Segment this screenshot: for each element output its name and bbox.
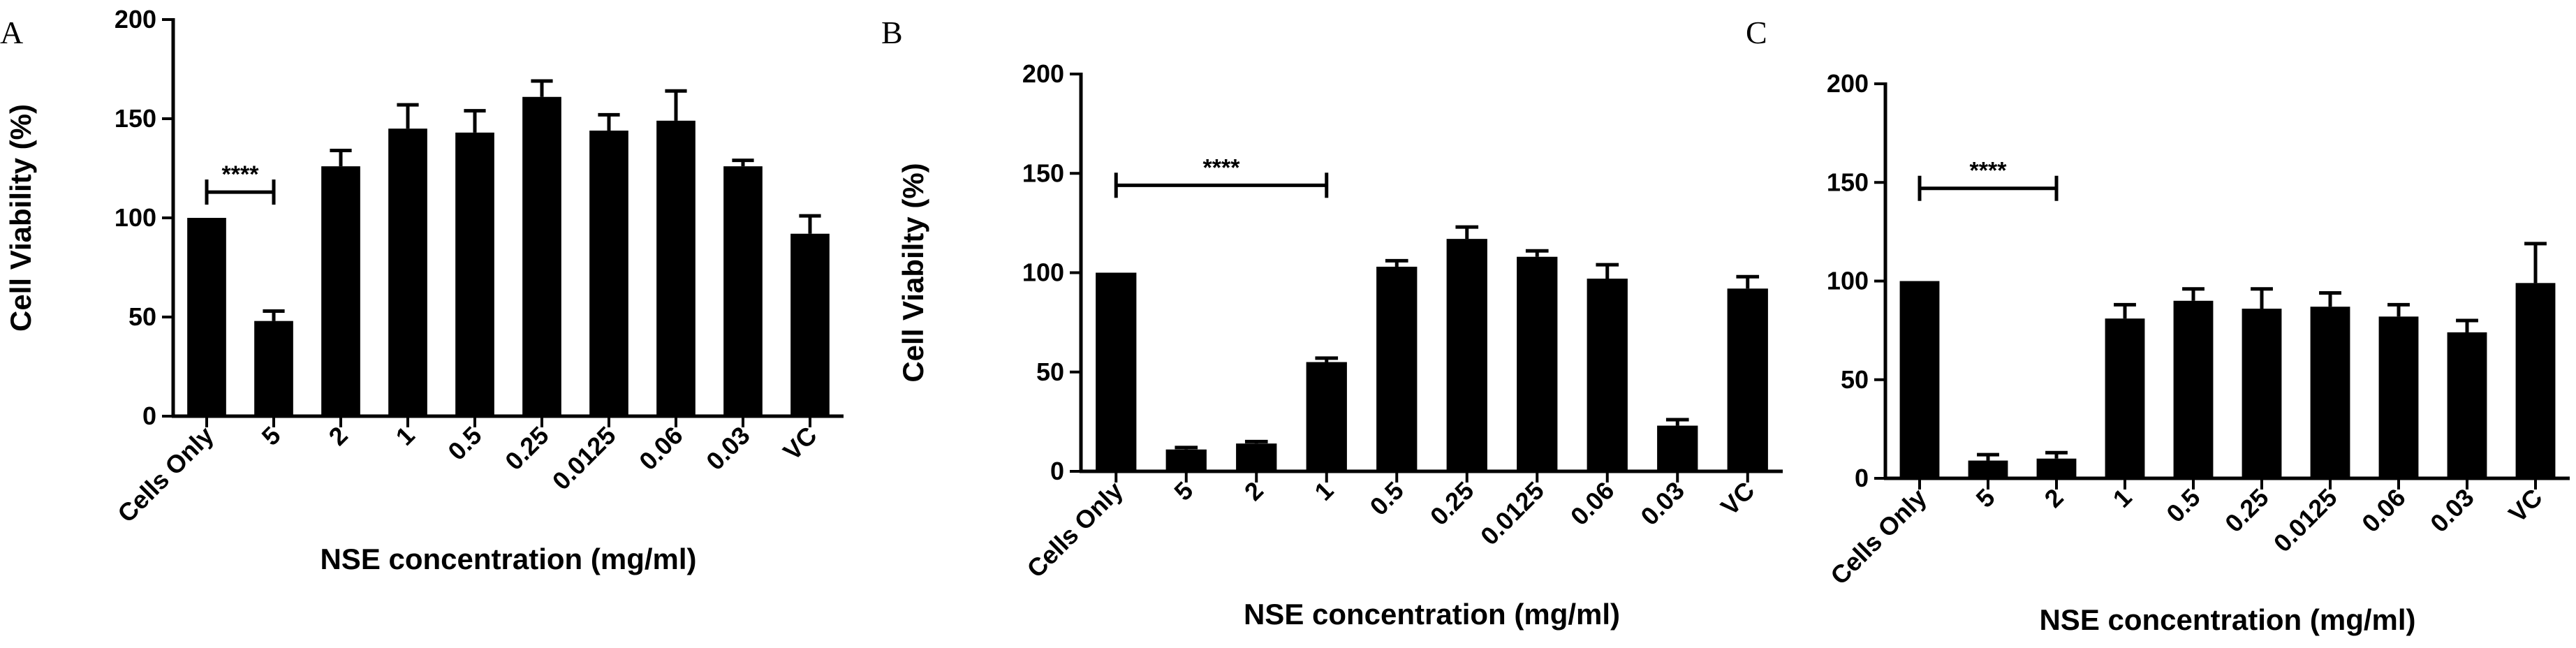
x-tick-label: 0.25 bbox=[2219, 483, 2274, 538]
x-tick-label: 0.06 bbox=[633, 421, 689, 476]
bar bbox=[2105, 318, 2145, 478]
x-axis-title: NSE concentration (mg/ml) bbox=[320, 543, 696, 575]
bar bbox=[1727, 288, 1768, 471]
x-tick-label: 5 bbox=[1971, 483, 2001, 513]
y-tick-label: 100 bbox=[115, 203, 156, 232]
bar bbox=[2515, 283, 2556, 478]
x-tick-label: 0.0125 bbox=[1475, 476, 1550, 551]
x-tick-label: 2 bbox=[323, 421, 353, 451]
bar bbox=[2242, 309, 2282, 478]
x-tick-label: 0.0125 bbox=[547, 421, 621, 496]
significance-label: **** bbox=[1970, 158, 2008, 184]
panel-letter: B bbox=[881, 15, 903, 50]
bar bbox=[187, 218, 226, 416]
bar bbox=[1306, 362, 1347, 471]
bar bbox=[1968, 460, 2008, 478]
y-tick-label: 150 bbox=[1827, 168, 1869, 196]
bar bbox=[1517, 256, 1558, 471]
bar bbox=[1657, 425, 1698, 471]
x-tick-label: Cells Only bbox=[1825, 483, 1931, 590]
bar bbox=[1236, 443, 1277, 471]
bar bbox=[522, 96, 561, 416]
x-tick-label: 0.06 bbox=[1565, 476, 1620, 531]
y-tick-label: 100 bbox=[1827, 267, 1869, 295]
x-tick-label: 0.25 bbox=[1425, 476, 1480, 531]
bar bbox=[2447, 332, 2487, 478]
x-tick-label: 0.5 bbox=[1364, 476, 1409, 521]
x-tick-label: 0.06 bbox=[2356, 483, 2411, 538]
bar bbox=[1587, 279, 1628, 471]
x-tick-label: 2 bbox=[2039, 483, 2069, 513]
y-tick-label: 200 bbox=[115, 5, 156, 34]
x-tick-label: 0.03 bbox=[700, 421, 756, 476]
bar bbox=[790, 233, 830, 416]
y-tick-label: 100 bbox=[1022, 258, 1064, 287]
bar bbox=[388, 128, 427, 416]
significance-label: **** bbox=[222, 161, 260, 188]
panel-letter: A bbox=[0, 15, 23, 50]
bar bbox=[2036, 458, 2077, 478]
x-tick-label: VC bbox=[1715, 476, 1760, 521]
bar bbox=[2173, 300, 2214, 478]
y-tick-label: 200 bbox=[1827, 69, 1869, 98]
x-tick-label: 0.5 bbox=[2161, 483, 2205, 528]
y-tick-label: 150 bbox=[1022, 159, 1064, 187]
x-tick-label: 1 bbox=[390, 421, 420, 451]
bar bbox=[321, 166, 360, 416]
x-tick-label: 1 bbox=[2107, 483, 2137, 513]
y-axis-title: Cell Viability (%) bbox=[4, 104, 37, 332]
bar bbox=[1096, 272, 1137, 471]
bar bbox=[1376, 266, 1418, 471]
bar bbox=[656, 120, 695, 416]
x-tick-label: 0.25 bbox=[499, 421, 554, 476]
x-tick-label: 0.0125 bbox=[2268, 483, 2343, 558]
y-tick-label: 50 bbox=[1036, 358, 1064, 386]
x-tick-label: Cells Only bbox=[1021, 476, 1128, 583]
y-tick-label: 50 bbox=[128, 302, 156, 331]
x-tick-label: VC bbox=[2503, 483, 2547, 528]
y-tick-label: 0 bbox=[142, 402, 156, 430]
bar bbox=[589, 131, 628, 417]
significance-label: **** bbox=[1203, 154, 1241, 181]
x-axis-title: NSE concentration (mg/ml) bbox=[2039, 603, 2415, 636]
bar bbox=[1899, 281, 1940, 478]
x-tick-label: 0.03 bbox=[2424, 483, 2480, 538]
bar bbox=[2378, 316, 2419, 478]
y-tick-label: 0 bbox=[1855, 464, 1869, 492]
bar bbox=[455, 132, 494, 416]
y-tick-label: 200 bbox=[1022, 59, 1064, 88]
bar bbox=[723, 166, 763, 416]
bar bbox=[1446, 239, 1487, 471]
x-tick-label: 1 bbox=[1309, 476, 1339, 506]
bar bbox=[254, 321, 293, 416]
y-tick-label: 0 bbox=[1050, 457, 1064, 485]
x-tick-label: 2 bbox=[1239, 476, 1269, 506]
y-tick-label: 150 bbox=[115, 104, 156, 133]
y-axis-title: Cell Viabilty (%) bbox=[897, 163, 929, 382]
panel-b: B 0 50 100 150 200 Cells Only 5 2 1 0.5 0.250.0125 0… bbox=[881, 15, 1783, 631]
x-tick-label: VC bbox=[777, 421, 822, 466]
x-tick-label: Cells Only bbox=[112, 421, 219, 528]
bar bbox=[1165, 449, 1207, 471]
x-tick-label: 5 bbox=[1168, 476, 1198, 506]
x-axis-title: NSE concentration (mg/ml) bbox=[1244, 598, 1620, 631]
x-tick-label: 0.03 bbox=[1635, 476, 1690, 531]
y-tick-label: 50 bbox=[1841, 365, 1869, 394]
bar bbox=[2310, 307, 2350, 478]
panel-letter: C bbox=[1746, 15, 1767, 50]
x-tick-label: 0.5 bbox=[442, 421, 487, 466]
x-tick-label: 5 bbox=[256, 421, 286, 451]
